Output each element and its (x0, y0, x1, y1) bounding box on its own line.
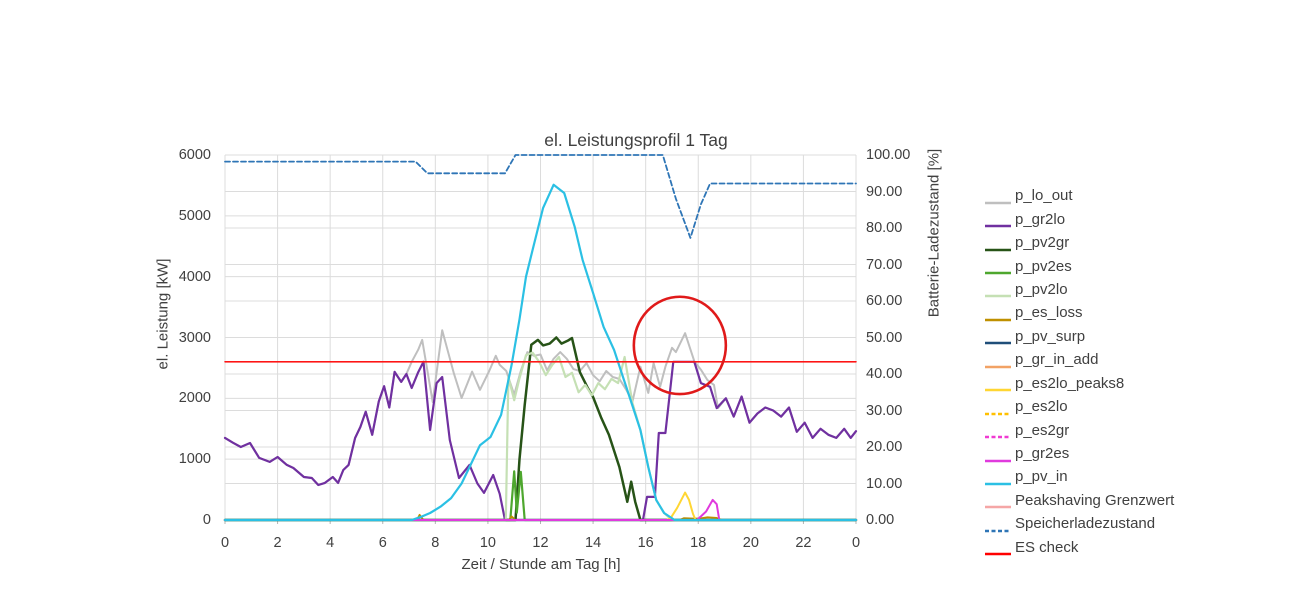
legend-swatch-icon (985, 404, 1011, 415)
legend-swatch-icon (985, 216, 1011, 228)
legend-label: p_gr_in_add (1015, 351, 1099, 369)
legend-label: Speicherladezustand (1015, 515, 1156, 533)
legend-label: p_gr2es (1015, 445, 1070, 463)
legend-swatch-icon (985, 474, 1011, 486)
legend-label: p_pv2es (1015, 257, 1072, 275)
legend-swatch-icon (985, 451, 1011, 462)
legend-item-p_gr2es: p_gr2es (985, 442, 1174, 465)
legend-item-p_pv_in: p_pv_in (985, 465, 1174, 488)
y-right-tick-label: 60.00 (866, 293, 903, 309)
y-right-tick-label: 80.00 (866, 220, 903, 236)
legend-item-p_pv2lo: p_pv2lo (985, 278, 1174, 301)
y-left-tick-label: 3000 (178, 329, 211, 346)
legend-item-p_pv2es: p_pv2es (985, 254, 1174, 277)
y-right-tick-label: 50.00 (866, 329, 903, 346)
y-right-tick-label: 70.00 (866, 256, 903, 273)
legend-swatch-icon (985, 544, 1011, 556)
legend-swatch-icon (985, 521, 1011, 533)
y-left-tick-label: 1000 (178, 451, 211, 468)
y-left-tick-label: 4000 (178, 268, 211, 285)
x-tick-label: 8 (431, 535, 440, 551)
legend-swatch-icon (985, 357, 1011, 368)
legend-label: p_pv_surp (1015, 327, 1086, 345)
x-axis-title: Zeit / Stunde am Tag [h] (461, 556, 621, 573)
y-right-tick-label: 0.00 (866, 512, 895, 528)
legend-item-p_es2lo: p_es2lo (985, 395, 1174, 418)
legend-item-es-check: ES check (985, 536, 1174, 559)
y-left-tick-label: 5000 (178, 207, 211, 224)
legend-swatch-icon (985, 286, 1011, 298)
y-right-tick-label: 90.00 (866, 183, 903, 200)
x-tick-label: 4 (326, 535, 335, 551)
legend-item-p_gr_in_add: p_gr_in_add (985, 348, 1174, 371)
legend-item-p_pv_surp: p_pv_surp (985, 325, 1174, 348)
x-tick-label: 10 (479, 535, 496, 551)
x-tick-label: 2 (273, 535, 282, 551)
x-tick-label: 0 (220, 535, 230, 551)
x-tick-label: 12 (532, 535, 549, 551)
x-tick-label: 20 (742, 535, 759, 551)
x-tick-label: 22 (795, 535, 812, 551)
legend-swatch-icon (985, 333, 1011, 345)
legend-label: p_es_loss (1015, 304, 1083, 322)
legend-item-p_es_loss: p_es_loss (985, 301, 1174, 324)
x-tick-label: 18 (690, 535, 707, 551)
gridlines (224, 154, 857, 521)
legend-item-p_pv2gr: p_pv2gr (985, 231, 1174, 254)
chart-legend: p_lo_out p_gr2lo p_pv2gr p_pv2es p_pv2lo p_es… (985, 184, 1174, 559)
legend-item-p_es2lo_peaks8: p_es2lo_peaks8 (985, 372, 1174, 395)
legend-swatch-icon (985, 263, 1011, 275)
series-line-speicherladezustand (224, 154, 857, 239)
y-right-tick-label: 20.00 (866, 439, 903, 455)
y-left-tick-label: 0 (202, 512, 211, 528)
legend-swatch-icon (985, 380, 1011, 392)
y-right-tick-label: 30.00 (866, 402, 903, 419)
legend-swatch-icon (985, 427, 1011, 439)
x-tick-label: 0 (851, 535, 861, 551)
legend-label: p_pv2gr (1015, 234, 1070, 252)
legend-label: p_pv_in (1015, 468, 1068, 486)
legend-item-p_es2gr: p_es2gr (985, 418, 1174, 441)
chart-title: el. Leistungsprofil 1 Tag (544, 130, 728, 150)
y-right-tick-label: 40.00 (866, 366, 903, 382)
x-tick-label: 14 (585, 535, 602, 551)
legend-swatch-icon (985, 310, 1011, 322)
legend-label: p_es2gr (1015, 421, 1070, 439)
x-tick-label: 6 (378, 535, 387, 551)
legend-label: Peakshaving Grenzwert (1015, 491, 1175, 509)
x-tick-label: 16 (637, 535, 654, 551)
legend-item-p_lo_out: p_lo_out (985, 184, 1174, 207)
legend-swatch-icon (985, 240, 1011, 251)
y-left-tick-label: 2000 (178, 390, 211, 407)
legend-item-peakshaving-grenzwert: Peakshaving Grenzwert (985, 489, 1174, 512)
legend-label: p_es2lo (1015, 398, 1068, 416)
legend-label: ES check (1015, 538, 1079, 556)
highlight-circle-annotation (632, 295, 728, 396)
series-line-p_gr2lo (223, 360, 858, 522)
y-left-tick-label: 6000 (178, 147, 211, 163)
legend-label: p_pv2lo (1015, 280, 1068, 298)
y-right-tick-label: 10.00 (866, 475, 903, 492)
legend-label: p_gr2lo (1015, 210, 1066, 228)
series-line-p_pv2gr (223, 336, 858, 522)
legend-item-p_gr2lo: p_gr2lo (985, 207, 1174, 230)
legend-swatch-icon (985, 193, 1011, 204)
legend-label: p_lo_out (1015, 187, 1073, 205)
legend-item-speicherladezustand: Speicherladezustand (985, 512, 1174, 535)
y-right-tick-label: 100.00 (866, 147, 911, 163)
legend-swatch-icon (985, 497, 1011, 509)
legend-label: p_es2lo_peaks8 (1015, 374, 1125, 392)
series-line-p_pv_in (223, 183, 858, 522)
